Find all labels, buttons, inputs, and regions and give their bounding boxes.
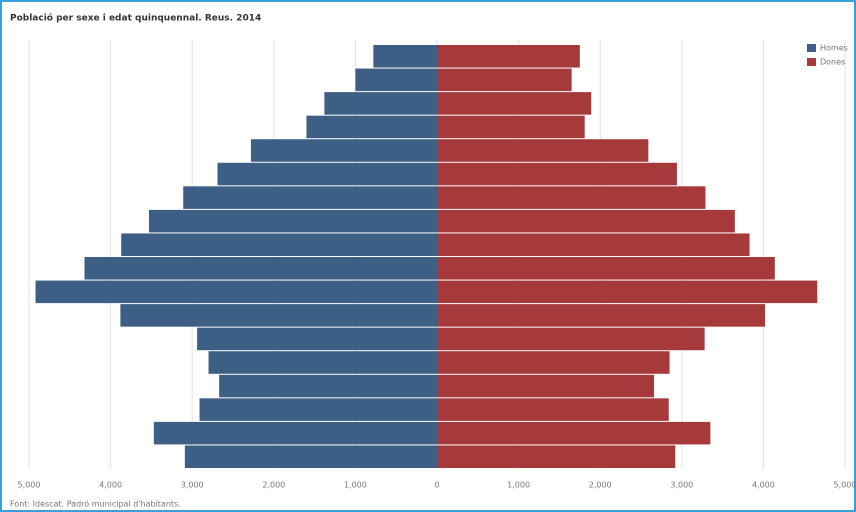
source: Font: Idescat. Padró municipal d'habitan… <box>10 499 181 509</box>
bar <box>437 257 775 280</box>
x-tick-label: 0 <box>434 481 439 490</box>
bar <box>197 327 437 351</box>
bar <box>437 162 677 186</box>
bar <box>184 445 437 468</box>
bar <box>437 280 818 304</box>
bar <box>84 257 437 280</box>
bar <box>208 351 437 374</box>
x-tick-label: 4,000 <box>752 481 775 490</box>
bar <box>121 233 437 256</box>
bar <box>199 398 437 421</box>
x-tick-label: 1,000 <box>344 481 367 490</box>
bar <box>437 304 766 327</box>
bar <box>437 186 706 209</box>
x-tick-label: 5,000 <box>18 481 41 490</box>
bar <box>153 421 437 445</box>
x-tick-label: 3,000 <box>670 481 693 490</box>
legend-swatch <box>807 44 816 52</box>
bar <box>148 209 437 233</box>
bar <box>373 45 437 68</box>
bar <box>437 115 585 139</box>
bar <box>437 68 572 92</box>
legend-swatch <box>807 58 816 66</box>
bar <box>183 186 437 209</box>
bar <box>306 115 437 139</box>
bar <box>437 92 592 115</box>
x-tick-label: 3,000 <box>181 481 204 490</box>
bar <box>120 304 437 327</box>
bar <box>35 280 437 304</box>
bar <box>437 45 580 68</box>
x-tick-label: 4,000 <box>99 481 122 490</box>
legend-label: Dones <box>820 58 845 67</box>
bar <box>437 233 750 256</box>
bar <box>217 162 437 186</box>
bar <box>437 327 705 351</box>
bar <box>437 421 711 445</box>
x-tick-label: 1,000 <box>507 481 530 490</box>
x-tick-label: 5,000 <box>834 481 856 490</box>
bar <box>355 68 437 92</box>
bar <box>437 351 670 374</box>
legend-label: Homes <box>820 44 848 53</box>
bar <box>219 374 437 398</box>
bar <box>250 139 437 162</box>
x-tick-label: 2,000 <box>589 481 612 490</box>
bar <box>437 139 649 162</box>
bar <box>437 398 669 421</box>
x-tick-label: 2,000 <box>262 481 285 490</box>
bar <box>437 445 676 468</box>
bar <box>324 92 437 115</box>
bar <box>437 374 655 398</box>
chart-title: Població per sexe i edat quinquennal. Re… <box>10 13 261 24</box>
bar <box>437 209 735 233</box>
